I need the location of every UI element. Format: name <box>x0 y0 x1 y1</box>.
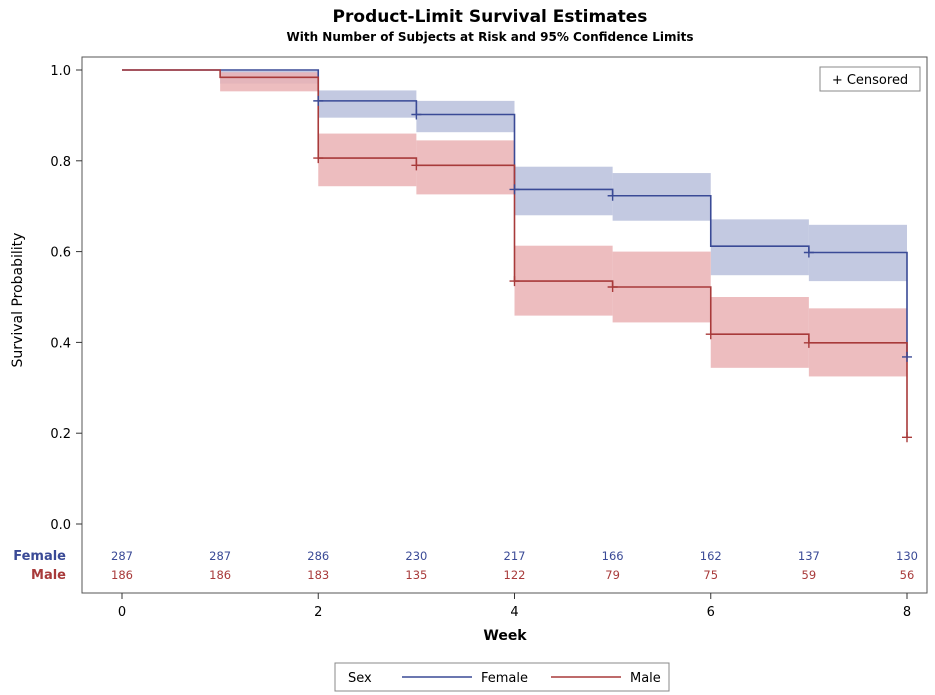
x-tick-label-3: 6 <box>707 605 715 620</box>
censored-legend-box <box>819 66 921 92</box>
female-censor-mark-1 <box>411 109 422 120</box>
at-risk-male-1: 186 <box>209 568 231 582</box>
female-ci-band-5 <box>612 173 711 221</box>
at-risk-male-5: 79 <box>605 568 620 582</box>
at-risk-female-0: 287 <box>111 549 133 563</box>
y-tick-label-4: 0.8 <box>50 155 71 170</box>
y-tick-label-2: 0.4 <box>50 336 71 351</box>
female-censor-mark-4 <box>803 247 814 258</box>
y-tick-label-5: 1.0 <box>50 64 71 79</box>
plot-frame <box>81 56 928 594</box>
male-censor-mark-0 <box>313 153 324 164</box>
at-risk-female-2: 286 <box>307 549 329 563</box>
censor-marks <box>313 95 912 443</box>
at-risk-label-female: Female <box>13 549 66 564</box>
female-censor-mark-5 <box>902 351 912 362</box>
y-tick-label-1: 0.2 <box>50 427 71 442</box>
legend-title: Sex <box>348 671 372 686</box>
male-ci-band-6 <box>710 297 809 368</box>
legend-female-label: Female <box>481 671 528 686</box>
chart-title: Product-Limit Survival Estimates <box>333 7 648 27</box>
at-risk-male-3: 135 <box>405 568 427 582</box>
y-axis: 0.0 0.2 0.4 0.6 0.8 1.0 <box>50 64 82 533</box>
at-risk-table: Female 287 287 286 230 217 166 162 137 130 Male 186… <box>13 549 918 583</box>
x-axis: 0 2 4 6 8 <box>118 593 911 620</box>
y-tick-label-0: 0.0 <box>50 518 71 533</box>
male-censor-mark-1 <box>411 160 422 171</box>
female-ci-band-4 <box>514 166 613 216</box>
male-censor-mark-3 <box>607 282 618 293</box>
female-ci-band-2 <box>318 90 417 118</box>
y-axis-label: Survival Probability <box>10 233 26 368</box>
at-risk-female-5: 166 <box>602 549 624 563</box>
x-axis-label: Week <box>483 628 527 644</box>
at-risk-male-0: 186 <box>111 568 133 582</box>
at-risk-female-3: 230 <box>405 549 427 563</box>
female-censor-mark-3 <box>607 190 618 201</box>
x-tick-label-1: 2 <box>314 605 322 620</box>
at-risk-female-7: 137 <box>798 549 820 563</box>
male-censor-mark-4 <box>705 329 716 340</box>
female-censor-mark-2 <box>509 184 520 195</box>
chart-subtitle: With Number of Subjects at Risk and 95% … <box>287 30 694 44</box>
female-ci-band-6 <box>710 219 809 276</box>
legend-male-label: Male <box>630 671 661 686</box>
x-tick-label-2: 4 <box>510 605 518 620</box>
female-ci-band-3 <box>416 100 515 133</box>
at-risk-female-6: 162 <box>700 549 722 563</box>
male-censor-mark-5 <box>803 337 814 348</box>
at-risk-male-4: 122 <box>504 568 526 582</box>
x-tick-label-4: 8 <box>903 605 911 620</box>
at-risk-male-7: 59 <box>802 568 817 582</box>
y-tick-label-3: 0.6 <box>50 246 71 261</box>
male-censor-mark-2 <box>509 276 520 287</box>
censored-legend-text: + Censored <box>832 73 908 88</box>
male-ci-band-1 <box>220 72 319 92</box>
at-risk-female-8: 130 <box>896 549 918 563</box>
at-risk-male-6: 75 <box>703 568 718 582</box>
male-censor-mark-6 <box>902 432 912 443</box>
at-risk-female-4: 217 <box>504 549 526 563</box>
at-risk-label-male: Male <box>31 568 66 583</box>
female-censor-mark-0 <box>313 95 324 106</box>
x-tick-label-0: 0 <box>118 605 126 620</box>
male-ci-band-3 <box>416 140 515 195</box>
at-risk-male-2: 183 <box>307 568 329 582</box>
confidence-bands <box>220 70 907 377</box>
at-risk-male-8: 56 <box>900 568 915 582</box>
at-risk-female-1: 287 <box>209 549 231 563</box>
male-ci-band-2 <box>318 133 417 187</box>
